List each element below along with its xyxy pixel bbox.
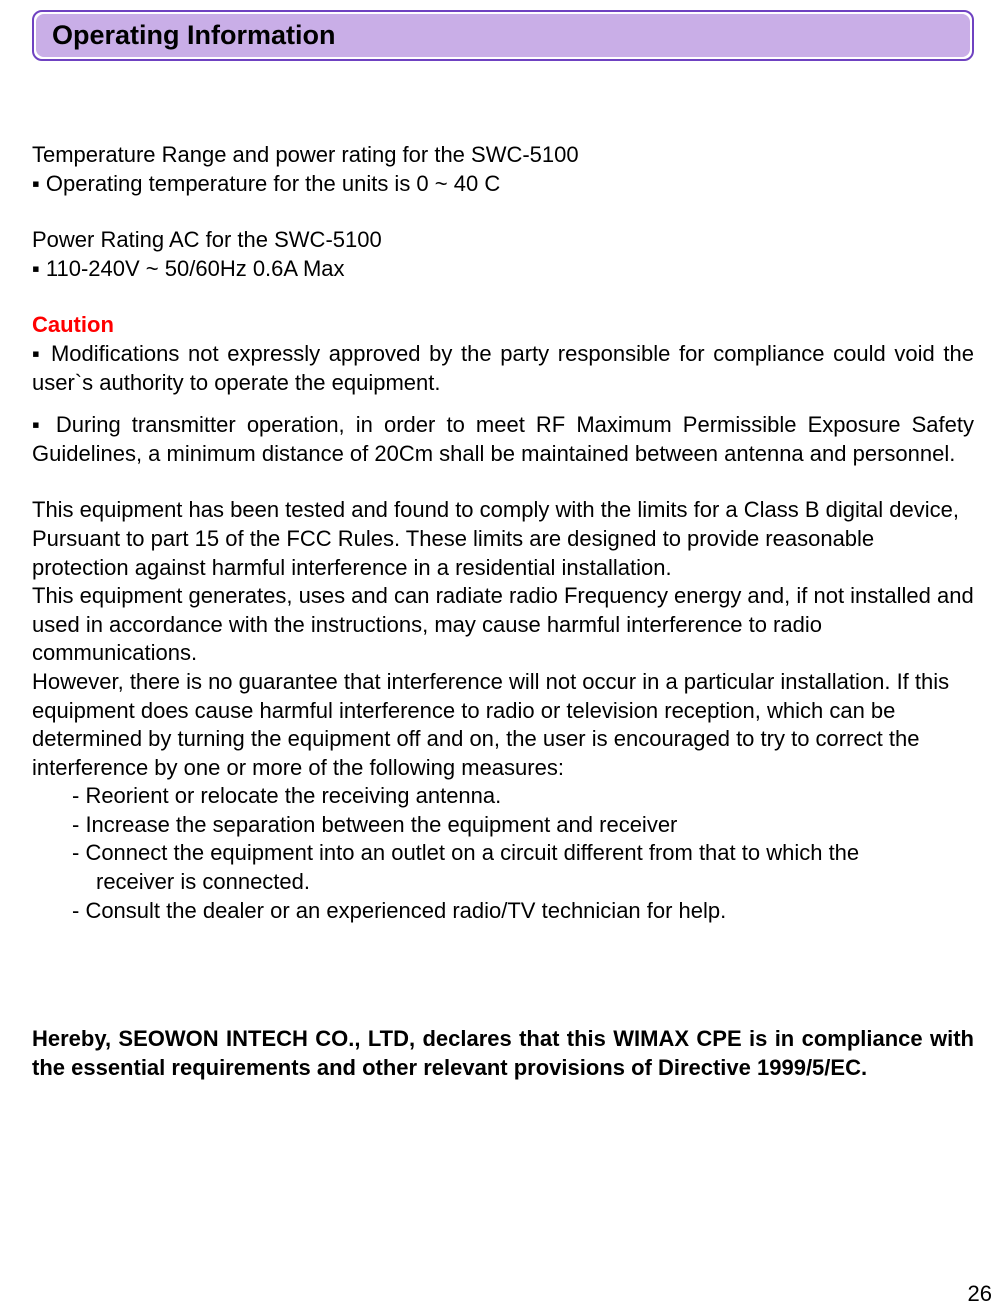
fcc-measure-1: - Reorient or relocate the receiving ant… xyxy=(32,782,974,811)
power-rating-bullet: ▪ 110-240V ~ 50/60Hz 0.6A Max xyxy=(32,255,974,284)
title-box: Operating Information xyxy=(32,10,974,61)
page-container: Operating Information Temperature Range … xyxy=(0,0,1006,1311)
title-inner: Operating Information xyxy=(36,14,970,57)
fcc-paragraph-2: This equipment generates, uses and can r… xyxy=(32,582,974,668)
temp-range-heading: Temperature Range and power rating for t… xyxy=(32,141,974,170)
caution-heading: Caution xyxy=(32,311,974,340)
fcc-paragraph-1: This equipment has been tested and found… xyxy=(32,496,974,582)
content-area: Temperature Range and power rating for t… xyxy=(32,61,974,1082)
fcc-paragraph-3: However, there is no guarantee that inte… xyxy=(32,668,974,782)
fcc-measure-3-line2: receiver is connected. xyxy=(32,868,974,897)
fcc-measure-4: - Consult the dealer or an experienced r… xyxy=(32,897,974,926)
temp-range-bullet: ▪ Operating temperature for the units is… xyxy=(32,170,974,199)
section-title: Operating Information xyxy=(52,20,336,50)
caution-bullet-1: ▪ Modifications not expressly approved b… xyxy=(32,340,974,397)
page-number: 26 xyxy=(968,1281,992,1307)
power-rating-heading: Power Rating AC for the SWC-5100 xyxy=(32,226,974,255)
caution-bullet-2: ▪ During transmitter operation, in order… xyxy=(32,411,974,468)
fcc-measure-3-line1: - Connect the equipment into an outlet o… xyxy=(32,839,974,868)
declaration-text: Hereby, SEOWON INTECH CO., LTD, declares… xyxy=(32,1025,974,1082)
fcc-measure-2: - Increase the separation between the eq… xyxy=(32,811,974,840)
